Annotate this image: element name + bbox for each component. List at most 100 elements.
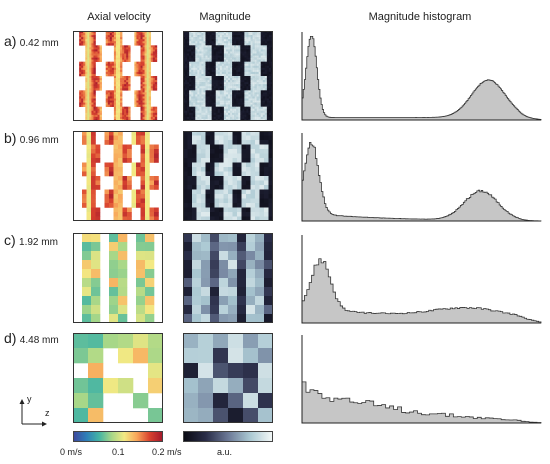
- magnitude-voxel: [203, 69, 206, 73]
- magnitude-voxel: [254, 100, 257, 103]
- magnitude-voxel: [246, 260, 256, 270]
- velocity-voxel: [99, 84, 102, 87]
- velocity-voxel: [148, 94, 152, 97]
- velocity-voxel: [122, 84, 125, 87]
- magnitude-voxel: [237, 216, 242, 221]
- magnitude-voxel: [185, 118, 188, 121]
- velocity-voxel: [131, 171, 137, 177]
- magnitude-voxel: [248, 110, 251, 114]
- velocity-voxel: [91, 203, 96, 208]
- magnitude-voxel: [209, 33, 212, 36]
- magnitude-voxel: [191, 104, 194, 107]
- magnitude-voxel: [219, 67, 223, 71]
- magnitude-voxel: [236, 110, 239, 114]
- velocity-voxel: [118, 78, 121, 81]
- magnitude-voxel: [201, 110, 204, 114]
- magnitude-voxel: [250, 51, 253, 54]
- velocity-voxel: [145, 212, 150, 217]
- velocity-voxel: [87, 65, 90, 69]
- velocity-voxel: [99, 78, 102, 81]
- velocity-voxel: [86, 216, 92, 221]
- velocity-voxel: [113, 49, 117, 52]
- velocity-voxel: [97, 84, 100, 87]
- velocity-voxel: [122, 106, 125, 110]
- magnitude-voxel: [219, 82, 223, 85]
- magnitude-voxel: [201, 278, 211, 288]
- velocity-voxel: [146, 59, 149, 62]
- velocity-voxel: [115, 57, 119, 60]
- velocity-voxel: [148, 33, 152, 36]
- magnitude-voxel: [219, 167, 224, 172]
- magnitude-voxel: [215, 84, 219, 87]
- magnitude-voxel: [264, 185, 269, 190]
- velocity-voxel: [113, 47, 117, 50]
- velocity-voxel: [115, 73, 119, 77]
- magnitude-voxel: [205, 112, 208, 116]
- velocity-voxel: [89, 98, 92, 101]
- velocity-voxel: [118, 82, 121, 85]
- velocity-voxel: [146, 73, 149, 77]
- velocity-voxel: [138, 100, 141, 103]
- velocity-voxel: [134, 100, 137, 103]
- velocity-voxel: [118, 207, 123, 213]
- velocity-voxel: [113, 63, 117, 67]
- magnitude-voxel: [189, 35, 192, 38]
- magnitude-voxel: [248, 33, 251, 36]
- magnitude-voxel: [246, 53, 249, 56]
- magnitude-voxel: [183, 167, 188, 172]
- velocity-voxel: [136, 135, 141, 141]
- magnitude-voxel: [264, 203, 269, 208]
- magnitude-voxel: [203, 76, 206, 79]
- magnitude-voxel: [217, 61, 221, 65]
- magnitude-voxel: [195, 112, 198, 116]
- magnitude-voxel: [203, 90, 206, 93]
- velocity-voxel: [115, 80, 119, 83]
- magnitude-voxel: [203, 51, 206, 54]
- magnitude-voxel: [219, 47, 223, 50]
- velocity-voxel: [152, 118, 156, 121]
- velocity-voxel: [86, 212, 92, 217]
- magnitude-voxel: [219, 106, 223, 110]
- magnitude-voxel: [244, 41, 247, 44]
- magnitude-voxel: [191, 98, 194, 101]
- velocity-voxel: [142, 112, 145, 116]
- magnitude-voxel: [223, 106, 227, 110]
- magnitude-voxel: [232, 73, 235, 77]
- magnitude-voxel: [262, 61, 266, 65]
- magnitude-voxel: [205, 216, 211, 221]
- magnitude-voxel: [242, 92, 245, 95]
- velocity-voxel: [145, 158, 150, 163]
- magnitude-voxel: [219, 212, 224, 217]
- velocity-voxel: [83, 98, 86, 101]
- magnitude-voxel: [240, 63, 243, 67]
- magnitude-voxel: [189, 49, 192, 52]
- magnitude-voxel: [210, 189, 215, 195]
- velocity-voxel: [109, 71, 113, 75]
- velocity-voxel: [142, 41, 145, 44]
- magnitude-voxel: [228, 333, 244, 349]
- magnitude-voxel: [207, 41, 210, 44]
- magnitude-voxel: [211, 55, 214, 58]
- velocity-voxel: [148, 378, 163, 394]
- velocity-voxel: [83, 43, 86, 46]
- magnitude-voxel: [236, 45, 239, 48]
- magnitude-voxel: [242, 98, 245, 101]
- velocity-voxel: [111, 96, 115, 99]
- magnitude-voxel: [192, 171, 197, 177]
- velocity-voxel: [152, 78, 156, 81]
- magnitude-voxel: [219, 96, 223, 99]
- magnitude-voxel: [270, 102, 273, 105]
- magnitude-voxel: [217, 43, 221, 46]
- magnitude-voxel: [236, 96, 239, 99]
- velocity-voxel: [83, 31, 86, 34]
- velocity-voxel: [142, 49, 145, 52]
- magnitude-voxel: [203, 116, 206, 120]
- magnitude-voxel: [203, 78, 206, 81]
- magnitude-voxel: [250, 110, 253, 114]
- magnitude-voxel: [266, 73, 270, 77]
- magnitude-voxel: [201, 53, 204, 56]
- magnitude-voxel: [183, 88, 186, 91]
- velocity-voxel: [120, 118, 123, 121]
- magnitude-voxel: [238, 108, 241, 112]
- velocity-voxel: [127, 212, 132, 217]
